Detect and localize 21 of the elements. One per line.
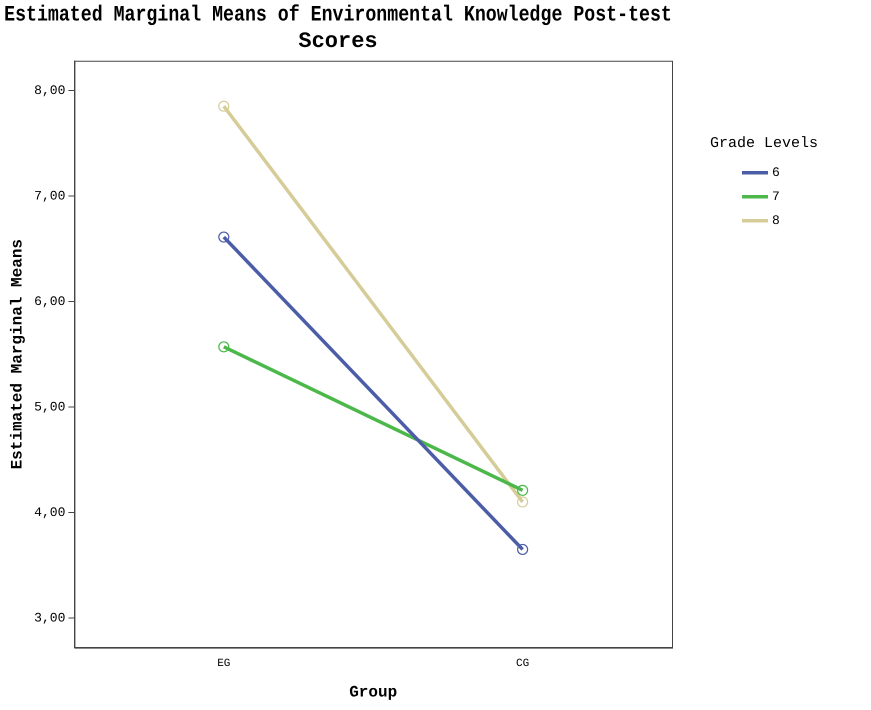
point [218,100,230,112]
x-tick-label: EG [217,658,230,670]
y-axis-title: Estimated Marginal Means [8,238,27,470]
y-tick-label: 8,00 [34,82,66,98]
y-tick-label: 3,00 [34,610,66,626]
legend-label: 7 [772,189,780,204]
point [517,496,528,508]
legend-label: 8 [772,213,780,228]
point [218,341,230,352]
y-tick-label: 7,00 [34,188,66,204]
x-axis-title: Group [349,683,398,702]
point [517,484,528,496]
point [517,544,528,556]
y-tick-label: 5,00 [34,399,66,414]
legend-title: Grade Levels [710,134,818,152]
y-tick-label: 4,00 [34,504,66,520]
legend-label: 6 [772,165,780,180]
y-tick-label: 6,00 [34,294,66,309]
point [218,231,230,243]
chart-title: Estimated Marginal Means of Environmental Knowledge Post-test Scores [4,3,672,54]
x-tick-label: CG [516,658,530,670]
